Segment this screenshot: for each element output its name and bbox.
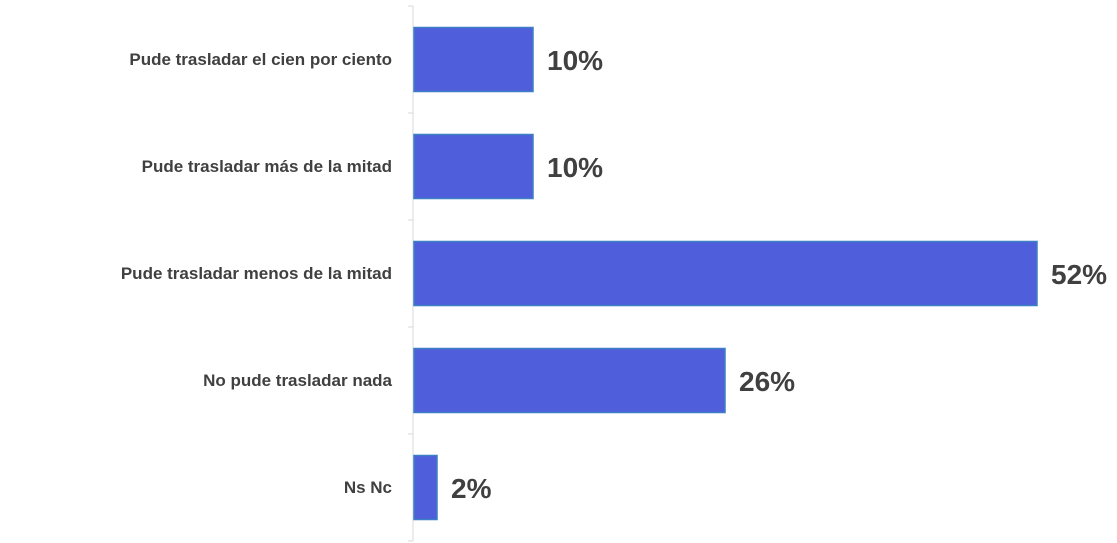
chart-labels: Pude trasladar el cien por ciento 10% Pude… bbox=[121, 45, 1107, 504]
data-label: 52% bbox=[1051, 259, 1107, 290]
category-label: No pude trasladar nada bbox=[203, 371, 392, 390]
category-label: Pude trasladar el cien por ciento bbox=[129, 50, 392, 69]
data-label: 10% bbox=[547, 152, 603, 183]
data-label: 10% bbox=[547, 45, 603, 76]
bar-5 bbox=[413, 454, 438, 521]
category-label: Pude trasladar menos de la mitad bbox=[121, 264, 392, 283]
chart-axis bbox=[408, 5, 414, 542]
bar-4 bbox=[413, 347, 726, 414]
chart-bars bbox=[413, 26, 1038, 521]
data-label: 26% bbox=[739, 366, 795, 397]
category-label: Pude trasladar más de la mitad bbox=[142, 157, 392, 176]
bar-3 bbox=[413, 240, 1038, 307]
category-label: Ns Nc bbox=[344, 478, 392, 497]
bar-1 bbox=[413, 26, 534, 93]
data-label: 2% bbox=[451, 473, 492, 504]
bar-2 bbox=[413, 133, 534, 200]
